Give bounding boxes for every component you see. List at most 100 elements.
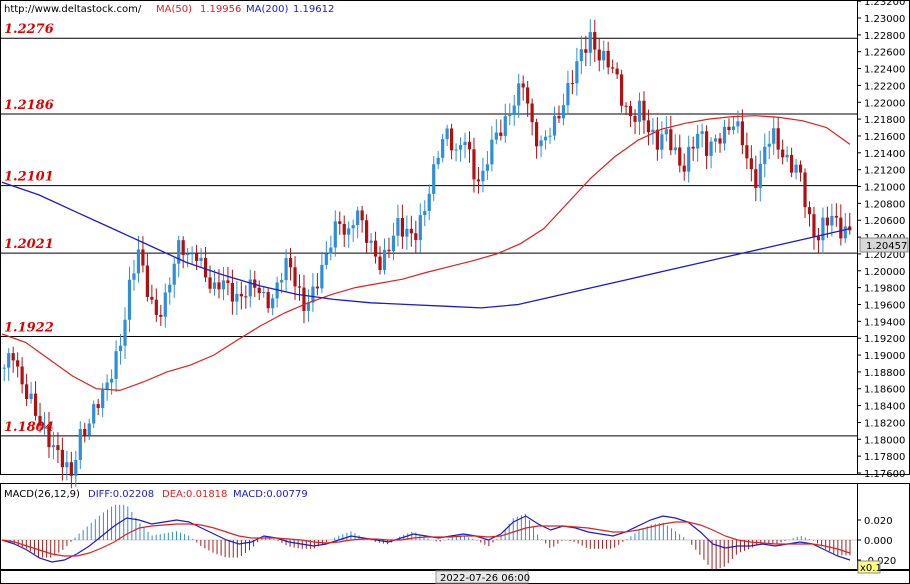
candle-body (351, 225, 355, 229)
candle-body (114, 351, 118, 379)
price-tick-label: 1.18800 (864, 368, 905, 379)
candle-body (566, 83, 570, 106)
level-label: 1.2021 (4, 237, 54, 252)
candle-body (199, 257, 203, 261)
macd-tick-label: 0.020 (864, 516, 893, 527)
level-label: 1.1922 (4, 321, 54, 336)
price-tick-label: 1.22000 (864, 98, 905, 109)
candle-body (740, 121, 744, 146)
candle-body (230, 282, 234, 302)
zoom-button[interactable] (857, 560, 881, 574)
price-tick-label: 1.20000 (864, 267, 905, 278)
ma50-label: MA(50) (156, 4, 192, 15)
candle-body (584, 49, 588, 53)
candle-body (772, 128, 776, 144)
price-tick-label: 1.19400 (864, 317, 905, 328)
candle-body (396, 218, 400, 236)
candle-body (776, 128, 780, 150)
last-price-label: 1.20457 (866, 241, 907, 252)
candle-body (338, 221, 342, 224)
candle-body (33, 393, 38, 416)
candle-body (163, 292, 167, 317)
candle-body (60, 449, 64, 468)
candle-body (78, 429, 82, 460)
candle-body (646, 120, 651, 133)
candle-body (257, 287, 261, 294)
site-url[interactable]: http://www.deltastock.com/ (4, 4, 142, 15)
candle-body (333, 221, 337, 248)
candle-body (172, 263, 176, 285)
candle-body (29, 393, 33, 400)
price-tick-label: 1.19200 (864, 334, 905, 345)
candle-body (499, 132, 503, 136)
ma50-value: 1.19956 (200, 4, 241, 15)
candle-body (794, 164, 798, 173)
candle-body (678, 147, 682, 166)
candle-body (512, 105, 516, 115)
macd-pane-frame (0, 483, 858, 570)
candle-body (763, 146, 767, 164)
candle-body (284, 258, 288, 281)
candle-body (373, 240, 378, 257)
candle-body (409, 228, 413, 234)
candle-body (485, 164, 489, 171)
candle-body (168, 284, 172, 293)
candle-body (830, 215, 834, 226)
candle-body (221, 280, 226, 290)
candle-body (705, 131, 709, 156)
candle-body (69, 462, 73, 476)
price-tick-label: 1.18400 (864, 402, 905, 413)
candle-body (118, 345, 123, 352)
candle-body (347, 228, 351, 235)
candle-body (454, 149, 458, 151)
candle-body (445, 128, 449, 140)
price-tick-label: 1.18000 (864, 435, 905, 446)
candle-body (543, 136, 548, 141)
candle-body (266, 291, 270, 309)
price-pane-frame (0, 0, 858, 475)
candle-body (673, 147, 677, 151)
macd-dea-line (1, 521, 851, 557)
candle-body (628, 106, 633, 117)
candle-body (248, 279, 252, 297)
candle-body (42, 425, 47, 427)
candle-body (391, 235, 396, 252)
candle-body (329, 247, 333, 254)
candle-body (150, 296, 154, 300)
candle-body (803, 172, 807, 208)
candlesticks (2, 19, 852, 489)
candle-body (467, 141, 472, 150)
level-label: 1.1804 (4, 420, 54, 435)
candle-body (177, 240, 181, 264)
candle-body (611, 67, 615, 69)
candle-body (47, 425, 51, 448)
candle-body (293, 267, 297, 287)
ma200-line (1, 181, 851, 309)
candle-body (186, 253, 190, 256)
price-tick-label: 1.23000 (864, 14, 905, 25)
date-box (435, 570, 529, 584)
candle-body (781, 149, 785, 158)
price-tick-label: 1.19600 (864, 300, 905, 311)
candle-body (405, 228, 409, 237)
support-resistance-levels: 1.2276 1.2186 1.2101 1.2021 1.1922 1.1804 (1, 22, 857, 437)
candle-body (239, 293, 243, 297)
candle-body (785, 154, 789, 158)
candle-body (436, 157, 440, 165)
candle-body (127, 279, 132, 320)
candle-body (642, 100, 646, 121)
candle-body (825, 217, 829, 226)
candle-body (2, 367, 6, 369)
candle-body (633, 116, 637, 122)
price-tick-label: 1.22800 (864, 31, 905, 42)
candle-body (812, 214, 816, 237)
candle-body (669, 129, 673, 151)
macd-histogram (5, 504, 851, 570)
price-tick-label: 1.21200 (864, 166, 905, 177)
candle-body (472, 149, 476, 180)
candle-body (476, 179, 481, 182)
candle-body (807, 207, 812, 215)
candle-body (655, 129, 659, 150)
